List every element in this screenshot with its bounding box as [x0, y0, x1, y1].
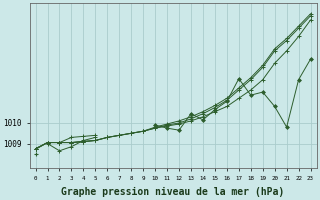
X-axis label: Graphe pression niveau de la mer (hPa): Graphe pression niveau de la mer (hPa) [61, 186, 285, 197]
